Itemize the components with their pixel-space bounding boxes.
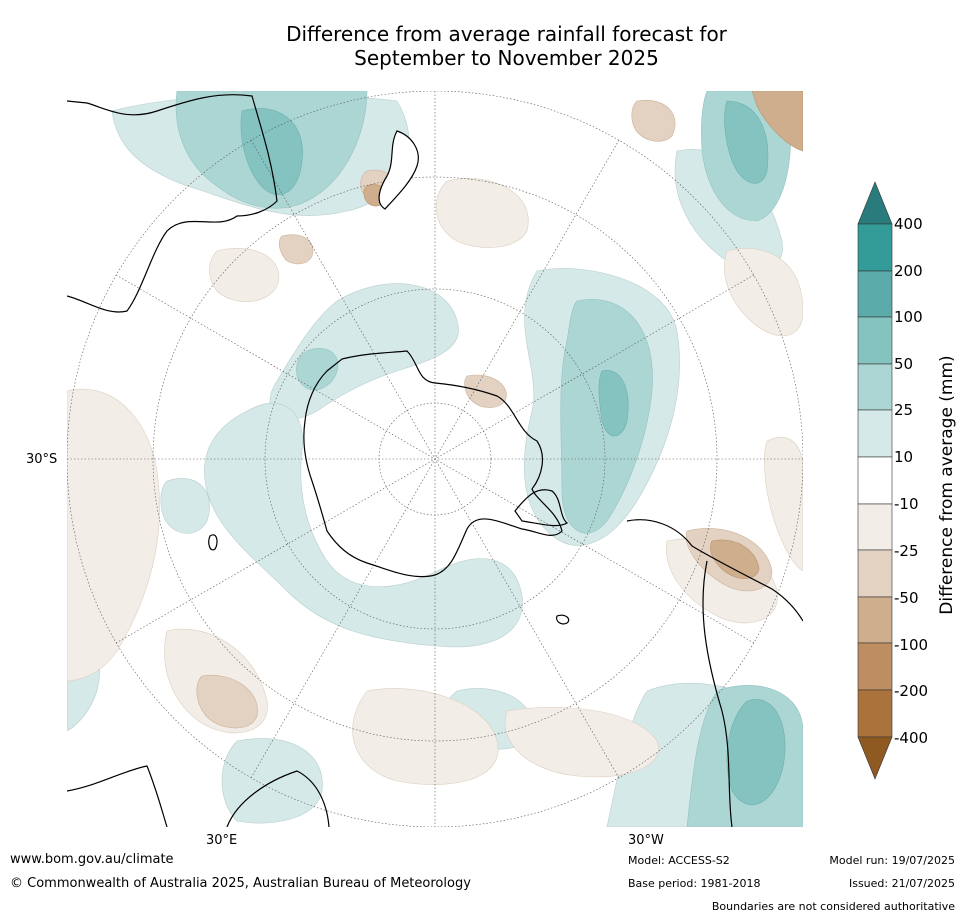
colorbar-10-25 <box>857 409 893 458</box>
africa-coastline <box>67 765 330 827</box>
south-america-coastline <box>626 519 803 827</box>
footer-model-run: Model run: 19/07/2025 <box>829 854 955 867</box>
colorbar-tick: 25 <box>894 401 914 419</box>
longitude-label-30e: 30°E <box>206 833 238 848</box>
footer-copyright: © Commonwealth of Australia 2025, Austra… <box>10 876 471 891</box>
map-canvas <box>67 91 803 827</box>
colorbar-graphic <box>857 181 893 780</box>
falkland-islands <box>556 614 570 625</box>
colorbar-m100-m200 <box>857 642 893 691</box>
colorbar-tick: -400 <box>894 729 929 747</box>
australia-coastline <box>67 94 278 313</box>
title-line-1: Difference from average rainfall forecas… <box>286 22 727 46</box>
colorbar-neutral <box>857 456 893 505</box>
colorbar-200-400 <box>857 223 893 272</box>
madagascar-coastline <box>208 534 218 551</box>
colorbar-tick: 400 <box>894 215 923 233</box>
anomaly-wet-strong <box>240 100 786 806</box>
colorbar-25-50 <box>857 363 893 411</box>
antarctica-coastline <box>303 350 563 578</box>
antarctic-peninsula <box>514 489 569 527</box>
footer-base-period: Base period: 1981-2018 <box>628 877 761 890</box>
footer-disclaimer: Boundaries are not considered authoritat… <box>711 900 955 913</box>
colorbar-m10-m25 <box>857 503 893 551</box>
colorbar-m50-m100 <box>857 596 893 644</box>
latitude-label-30s: 30°S <box>26 452 58 467</box>
longitude-label-30w: 30°W <box>628 833 664 848</box>
footer-model: Model: ACCESS-S2 <box>628 854 730 867</box>
colorbar-100-200 <box>857 270 893 318</box>
new-zealand-coastline <box>378 130 419 210</box>
colorbar-m200-m400 <box>857 689 893 738</box>
colorbar-tick: 200 <box>894 262 923 280</box>
colorbar-title: Difference from average (mm) <box>937 355 957 615</box>
colorbar-over-triangle <box>857 181 893 225</box>
colorbar-tick: -25 <box>894 542 919 560</box>
colorbar-tick: -200 <box>894 682 929 700</box>
colorbar-50-100 <box>857 316 893 365</box>
rainfall-anomaly-map <box>67 91 803 827</box>
colorbar-m25-m50 <box>857 549 893 598</box>
map-title: Difference from average rainfall forecas… <box>0 22 965 70</box>
colorbar-tick: -10 <box>894 495 919 513</box>
colorbar-tick: 50 <box>894 355 914 373</box>
colorbar-tick: 100 <box>894 308 923 326</box>
colorbar-tick: 10 <box>894 448 914 466</box>
colorbar <box>855 180 895 782</box>
colorbar-tick: -100 <box>894 636 929 654</box>
footer-url[interactable]: www.bom.gov.au/climate <box>10 852 174 867</box>
colorbar-under-triangle <box>857 736 893 780</box>
graticule <box>67 91 803 827</box>
colorbar-tick: -50 <box>894 589 919 607</box>
title-line-2: September to November 2025 <box>354 46 659 70</box>
footer-issued: Issued: 21/07/2025 <box>848 877 955 890</box>
